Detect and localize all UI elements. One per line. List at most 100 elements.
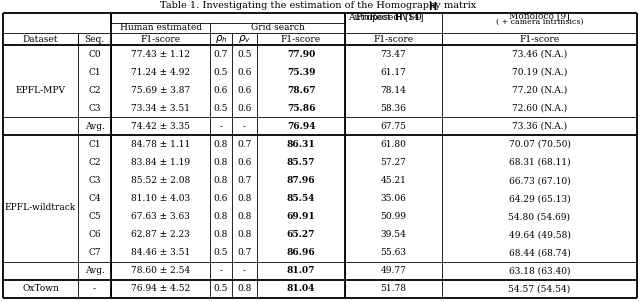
Text: C3: C3: [88, 176, 100, 185]
Text: 77.90: 77.90: [287, 50, 315, 59]
Text: C7: C7: [88, 248, 101, 257]
Text: 0.5: 0.5: [214, 284, 228, 294]
Text: 67.75: 67.75: [381, 122, 406, 131]
Text: Table 1. Investigating the estimation of the Homography matrix: Table 1. Investigating the estimation of…: [160, 2, 480, 11]
Text: 81.10 ± 4.03: 81.10 ± 4.03: [131, 194, 190, 203]
Text: 87.96: 87.96: [287, 176, 316, 185]
Text: 76.94: 76.94: [287, 122, 316, 131]
Text: 50.99: 50.99: [381, 212, 406, 221]
Text: 0.8: 0.8: [237, 212, 252, 221]
Text: 61.80: 61.80: [381, 140, 406, 149]
Text: -: -: [220, 266, 223, 275]
Text: 55.63: 55.63: [381, 248, 406, 257]
Text: 67.63 ± 3.63: 67.63 ± 3.63: [131, 212, 190, 221]
Text: Dataset: Dataset: [23, 34, 58, 43]
Text: 68.44 (68.74): 68.44 (68.74): [509, 248, 570, 257]
Text: 57.27: 57.27: [381, 158, 406, 167]
Text: $\mathbf{H}$ [14]: $\mathbf{H}$ [14]: [394, 12, 424, 24]
Text: 58.36: 58.36: [381, 104, 406, 113]
Text: 85.57: 85.57: [287, 158, 315, 167]
Text: C3: C3: [88, 104, 100, 113]
Text: 86.96: 86.96: [287, 248, 316, 257]
Text: 70.07 (70.50): 70.07 (70.50): [509, 140, 570, 149]
Text: 0.8: 0.8: [214, 158, 228, 167]
Text: Avg.: Avg.: [84, 266, 104, 275]
Text: 73.46 (N.A.): 73.46 (N.A.): [512, 50, 567, 59]
Text: AutoRect: AutoRect: [348, 14, 394, 23]
Text: 39.54: 39.54: [381, 230, 406, 239]
Text: 64.29 (65.13): 64.29 (65.13): [509, 194, 570, 203]
Text: C1: C1: [88, 68, 101, 77]
Text: F1-score: F1-score: [373, 34, 413, 43]
Text: Proposed VSD: Proposed VSD: [356, 14, 421, 23]
Text: 0.8: 0.8: [214, 140, 228, 149]
Text: 83.84 ± 1.19: 83.84 ± 1.19: [131, 158, 190, 167]
Text: F1-score: F1-score: [520, 34, 559, 43]
Text: $\rho_h$: $\rho_h$: [214, 33, 227, 45]
Text: C2: C2: [88, 158, 100, 167]
Text: 0.5: 0.5: [214, 248, 228, 257]
Text: EPFL-wildtrack: EPFL-wildtrack: [5, 203, 76, 212]
Text: 86.31: 86.31: [287, 140, 316, 149]
Text: 84.78 ± 1.11: 84.78 ± 1.11: [131, 140, 190, 149]
Text: 0.6: 0.6: [214, 194, 228, 203]
Text: C5: C5: [88, 212, 101, 221]
Text: 81.07: 81.07: [287, 266, 315, 275]
Text: 77.43 ± 1.12: 77.43 ± 1.12: [131, 50, 190, 59]
Text: F1-score: F1-score: [140, 34, 180, 43]
Text: 0.7: 0.7: [214, 50, 228, 59]
Text: C0: C0: [88, 50, 101, 59]
Text: 0.7: 0.7: [237, 248, 252, 257]
Text: Avg.: Avg.: [84, 122, 104, 131]
Text: 85.54: 85.54: [287, 194, 315, 203]
Text: 61.17: 61.17: [381, 68, 406, 77]
Text: 0.8: 0.8: [214, 176, 228, 185]
Text: 0.5: 0.5: [214, 104, 228, 113]
Text: 75.86: 75.86: [287, 104, 316, 113]
Text: 73.34 ± 3.51: 73.34 ± 3.51: [131, 104, 190, 113]
Text: C1: C1: [88, 140, 101, 149]
Text: $\rho_v$: $\rho_v$: [238, 33, 251, 45]
Text: 0.6: 0.6: [214, 86, 228, 95]
Text: C2: C2: [88, 86, 100, 95]
Text: 0.6: 0.6: [237, 86, 252, 95]
Text: OxTown: OxTown: [22, 284, 59, 294]
Text: -: -: [93, 284, 96, 294]
Text: 85.52 ± 2.08: 85.52 ± 2.08: [131, 176, 190, 185]
Text: 54.80 (54.69): 54.80 (54.69): [509, 212, 570, 221]
Text: 77.20 (N.A.): 77.20 (N.A.): [512, 86, 567, 95]
Text: 73.36 (N.A.): 73.36 (N.A.): [512, 122, 567, 131]
Text: 70.19 (N.A.): 70.19 (N.A.): [512, 68, 567, 77]
Text: ( + camera intrinsics): ( + camera intrinsics): [496, 18, 583, 26]
Text: 68.31 (68.11): 68.31 (68.11): [509, 158, 570, 167]
Text: -: -: [243, 266, 246, 275]
Text: 72.60 (N.A.): 72.60 (N.A.): [512, 104, 567, 113]
Text: 49.77: 49.77: [381, 266, 406, 275]
Text: 78.14: 78.14: [381, 86, 406, 95]
Text: -: -: [220, 122, 223, 131]
Text: 51.78: 51.78: [381, 284, 406, 294]
Text: 63.18 (63.40): 63.18 (63.40): [509, 266, 570, 275]
Text: 76.94 ± 4.52: 76.94 ± 4.52: [131, 284, 190, 294]
Text: 65.27: 65.27: [287, 230, 315, 239]
Text: 78.60 ± 2.54: 78.60 ± 2.54: [131, 266, 190, 275]
Text: $\mathbf{H}$: $\mathbf{H}$: [428, 0, 438, 12]
Text: 75.69 ± 3.87: 75.69 ± 3.87: [131, 86, 190, 95]
Text: 0.8: 0.8: [237, 230, 252, 239]
Text: EPFL-MPV: EPFL-MPV: [15, 86, 65, 95]
Text: 0.7: 0.7: [237, 176, 252, 185]
Text: 0.6: 0.6: [237, 158, 252, 167]
Text: -: -: [243, 122, 246, 131]
Text: 69.91: 69.91: [287, 212, 316, 221]
Text: 35.06: 35.06: [381, 194, 406, 203]
Text: 0.8: 0.8: [214, 230, 228, 239]
Text: 73.47: 73.47: [381, 50, 406, 59]
Text: Monoloco [9]: Monoloco [9]: [509, 11, 570, 21]
Text: 0.6: 0.6: [237, 104, 252, 113]
Text: 0.5: 0.5: [237, 50, 252, 59]
Text: 74.42 ± 3.35: 74.42 ± 3.35: [131, 122, 190, 131]
Text: 75.39: 75.39: [287, 68, 316, 77]
Text: 0.8: 0.8: [237, 194, 252, 203]
Text: 45.21: 45.21: [381, 176, 406, 185]
Text: 62.87 ± 2.23: 62.87 ± 2.23: [131, 230, 190, 239]
